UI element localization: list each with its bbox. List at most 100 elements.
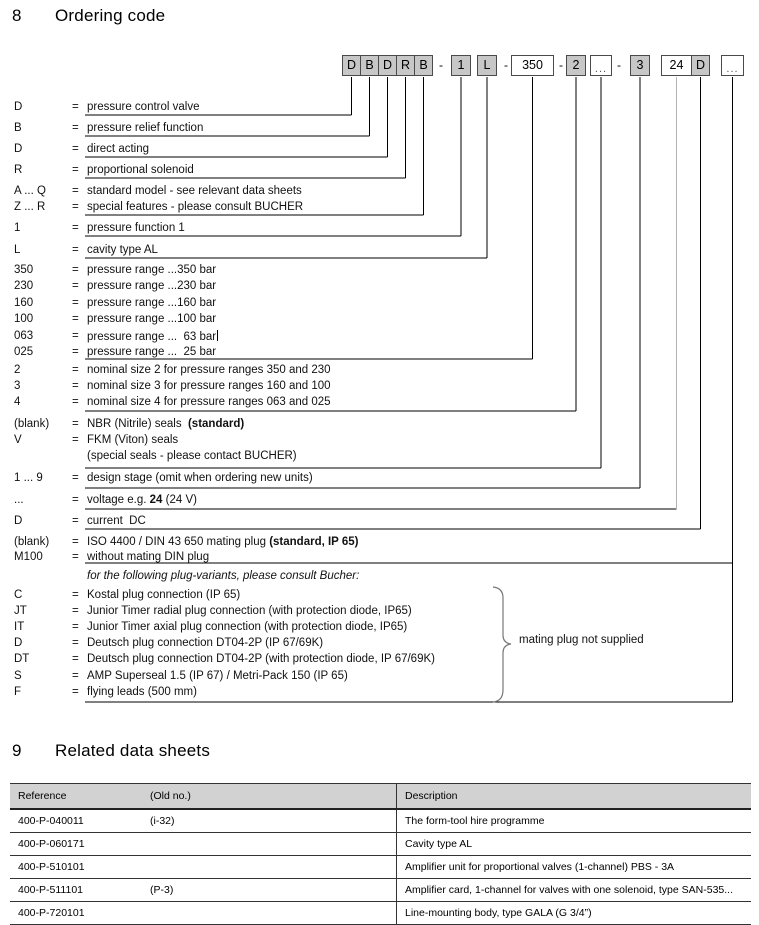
code-row: D = Deutsch plug connection DT04-2P (IP 67… bbox=[0, 637, 759, 651]
code-row: 100 = pressure range ...100 bar bbox=[0, 313, 759, 327]
code-row: DT = Deutsch plug connection DT04-2P (with… bbox=[0, 653, 759, 667]
description-cell: Cavity type AL bbox=[396, 832, 751, 856]
code-description: AMP Superseal 1.5 (IP 67) / Metri-Pack 1… bbox=[87, 670, 348, 682]
code-row: 1 ... 9 = design stage (omit when ordering… bbox=[0, 472, 759, 486]
equals-sign: = bbox=[72, 434, 79, 446]
equals-sign: = bbox=[72, 551, 79, 563]
code-cell: ... bbox=[14, 494, 24, 506]
section-9-title: Related data sheets bbox=[55, 741, 211, 760]
code-description: direct acting bbox=[87, 143, 150, 155]
code-cell: C bbox=[14, 589, 23, 601]
desc-part: voltage e.g. bbox=[87, 494, 150, 506]
code-row: for the following plug-variants, please … bbox=[0, 570, 759, 584]
old-no-cell bbox=[149, 832, 397, 856]
code-description: NBR (Nitrile) seals (standard) bbox=[87, 418, 244, 430]
equals-sign: = bbox=[72, 621, 79, 633]
related-data-sheets-table: Reference (Old no.) Description 400-P-04… bbox=[10, 783, 751, 925]
code-description: design stage (omit when ordering new uni… bbox=[87, 472, 313, 484]
equals-sign: = bbox=[72, 101, 79, 113]
description-cell: Amplifier unit for proportional valves (… bbox=[396, 855, 751, 879]
desc-part: (standard, IP 65) bbox=[269, 536, 359, 548]
connector-lines bbox=[85, 77, 733, 703]
code-box: ... bbox=[590, 55, 612, 76]
code-description: pressure range ...230 bar bbox=[87, 280, 217, 292]
code-row: 160 = pressure range ...160 bar bbox=[0, 297, 759, 311]
code-cell: D bbox=[14, 143, 23, 155]
equals-sign: = bbox=[72, 143, 79, 155]
equals-sign: = bbox=[72, 396, 79, 408]
code-description: cavity type AL bbox=[87, 244, 158, 256]
code-cell: 3 bbox=[14, 380, 21, 392]
equals-sign: = bbox=[72, 222, 79, 234]
code-cell: 350 bbox=[14, 264, 34, 276]
reference-cell: 400-P-060171 bbox=[10, 832, 149, 856]
code-row: 4 = nominal size 4 for pressure ranges 063… bbox=[0, 396, 759, 410]
code-cell: 100 bbox=[14, 313, 34, 325]
description-cell: The form-tool hire programme bbox=[396, 809, 751, 833]
equals-sign: = bbox=[72, 472, 79, 484]
equals-sign: = bbox=[72, 264, 79, 276]
equals-sign: = bbox=[72, 494, 79, 506]
code-description: Junior Timer radial plug connection (wit… bbox=[87, 605, 412, 617]
code-description: FKM (Viton) seals bbox=[87, 434, 179, 446]
section-8-heading: 8 Ordering code bbox=[12, 6, 165, 26]
code-box: B bbox=[414, 55, 433, 76]
code-description: pressure range ...100 bar bbox=[87, 313, 217, 325]
table-row: 400-P-060171 Cavity type AL bbox=[10, 832, 751, 856]
desc-part: 24 bbox=[149, 494, 163, 506]
table-row: 400-P-040011 (i-32) The form-tool hire pro… bbox=[10, 809, 751, 833]
code-cell: A ... Q bbox=[14, 185, 46, 197]
equals-sign: = bbox=[72, 201, 79, 213]
code-row: V = FKM (Viton) seals bbox=[0, 434, 759, 448]
code-box: B bbox=[360, 55, 379, 76]
code-cell: D bbox=[14, 515, 23, 527]
code-separator-dash: - bbox=[559, 58, 563, 72]
code-box: D bbox=[378, 55, 397, 76]
equals-sign: = bbox=[72, 313, 79, 325]
code-cell: M100 bbox=[14, 551, 43, 563]
code-cell: 1 bbox=[14, 222, 21, 234]
plug-variants-note: for the following plug-variants, please … bbox=[87, 570, 360, 582]
equals-sign: = bbox=[72, 364, 79, 376]
code-box: 1 bbox=[451, 55, 471, 76]
equals-sign: = bbox=[72, 330, 79, 342]
header-reference: Reference bbox=[10, 783, 149, 810]
code-cell: Z ... R bbox=[14, 201, 46, 213]
header-old-no: (Old no.) bbox=[149, 783, 397, 810]
code-description: pressure relief function bbox=[87, 122, 204, 134]
code-row: A ... Q = standard model - see relevant da… bbox=[0, 185, 759, 199]
code-description: without mating DIN plug bbox=[87, 551, 210, 563]
code-cell: 2 bbox=[14, 364, 21, 376]
code-row: (blank) = NBR (Nitrile) seals (standard) bbox=[0, 418, 759, 432]
header-description: Description bbox=[396, 783, 751, 810]
old-no-cell: (P-3) bbox=[149, 878, 397, 902]
code-description: proportional solenoid bbox=[87, 164, 194, 176]
code-row: 350 = pressure range ...350 bar bbox=[0, 264, 759, 278]
code-description: pressure range ... 25 bar bbox=[87, 346, 217, 358]
code-row: IT = Junior Timer axial plug connection (w… bbox=[0, 621, 759, 635]
code-box: 3 bbox=[630, 55, 650, 76]
code-row: (blank) = ISO 4400 / DIN 43 650 mating plu… bbox=[0, 536, 759, 550]
code-cell: (blank) bbox=[14, 536, 50, 548]
desc-part: (standard) bbox=[187, 418, 245, 430]
equals-sign: = bbox=[72, 686, 79, 698]
code-description: nominal size 2 for pressure ranges 350 a… bbox=[87, 364, 331, 376]
code-cell: 1 ... 9 bbox=[14, 472, 43, 484]
text-cursor-artifact bbox=[217, 330, 219, 341]
code-description: special features - please consult BUCHER bbox=[87, 201, 304, 213]
description-cell: Line-mounting body, type GALA (G 3/4”) bbox=[396, 901, 751, 925]
code-description: voltage e.g. 24 (24 V) bbox=[87, 494, 197, 506]
code-description: pressure range ...350 bar bbox=[87, 264, 217, 276]
equals-sign: = bbox=[72, 418, 79, 430]
code-description: pressure range ... 63 bar bbox=[87, 330, 219, 343]
code-row: S = AMP Superseal 1.5 (IP 67) / Metri-Pack… bbox=[0, 670, 759, 684]
desc-part: NBR (Nitrile) seals bbox=[87, 418, 188, 430]
old-no-cell bbox=[149, 855, 397, 879]
code-cell: JT bbox=[14, 605, 27, 617]
code-cell: 4 bbox=[14, 396, 21, 408]
code-box: D bbox=[342, 55, 361, 76]
code-box: L bbox=[477, 55, 497, 76]
equals-sign: = bbox=[72, 297, 79, 309]
code-description: pressure range ...160 bar bbox=[87, 297, 217, 309]
code-row: D = current DC bbox=[0, 515, 759, 529]
